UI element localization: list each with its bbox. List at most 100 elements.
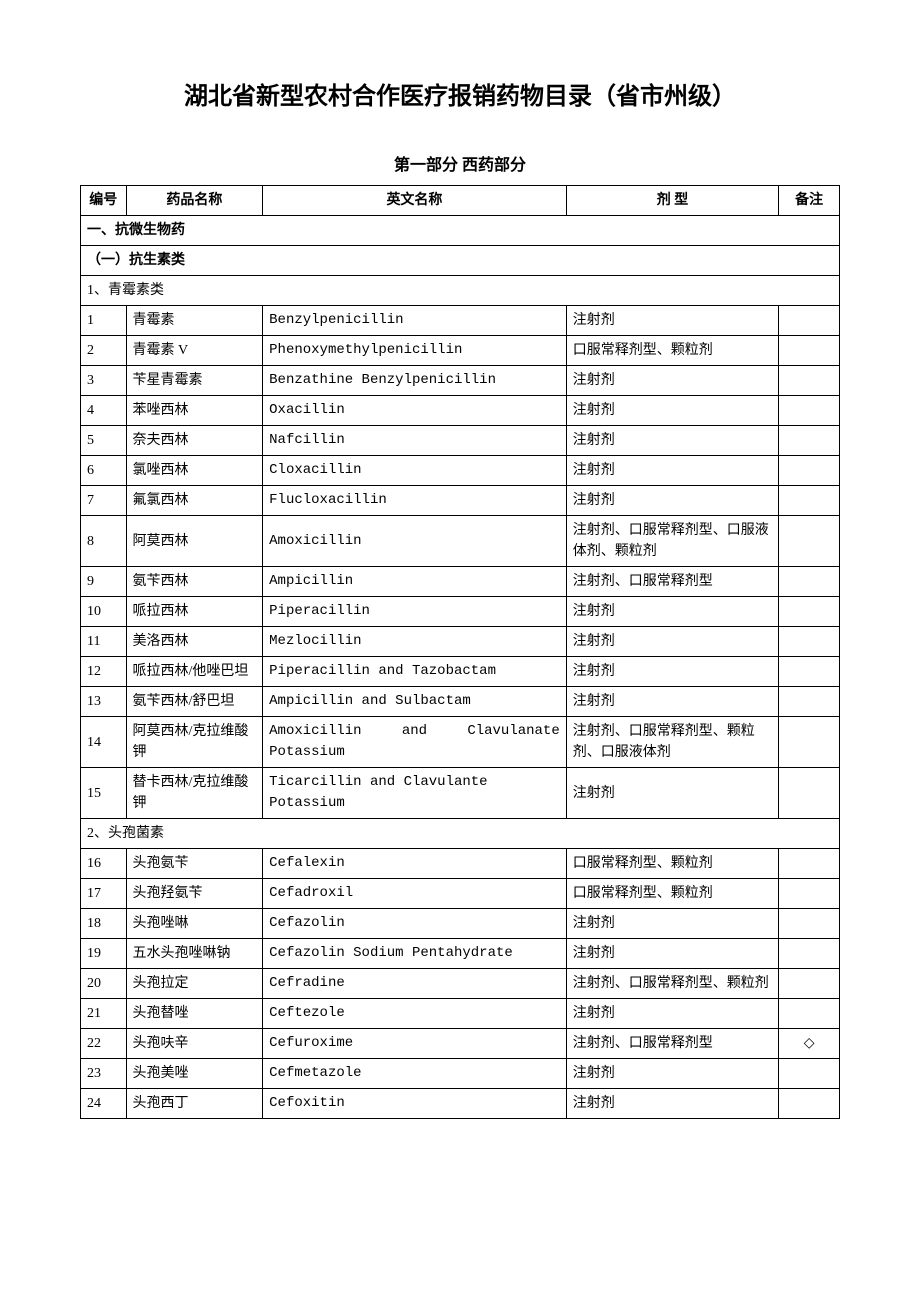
doc-title: 湖北省新型农村合作医疗报销药物目录（省市州级）: [80, 76, 840, 111]
cell-note: [779, 627, 840, 657]
cell-en: Ampicillin: [263, 567, 567, 597]
cell-note: [779, 486, 840, 516]
section-cell: （一）抗生素类: [81, 246, 840, 276]
cell-en: Mezlocillin: [263, 627, 567, 657]
cell-en: Cefazolin Sodium Pentahydrate: [263, 939, 567, 969]
cell-num: 20: [81, 969, 127, 999]
cell-en: Amoxicillin: [263, 516, 567, 567]
cell-form: 注射剂: [566, 999, 779, 1029]
cell-en: Benzylpenicillin: [263, 306, 567, 336]
cell-form: 注射剂: [566, 366, 779, 396]
cell-note: [779, 516, 840, 567]
header-num: 编号: [81, 186, 127, 216]
cell-note: [779, 969, 840, 999]
cell-note: [779, 597, 840, 627]
cell-en: Nafcillin: [263, 426, 567, 456]
table-row: 13氨苄西林/舒巴坦Ampicillin and Sulbactam注射剂: [81, 687, 840, 717]
cell-note: [779, 567, 840, 597]
cell-name: 头孢西丁: [126, 1089, 263, 1119]
cell-num: 5: [81, 426, 127, 456]
section-row: 一、抗微生物药: [81, 216, 840, 246]
cell-num: 7: [81, 486, 127, 516]
cell-name: 替卡西林/克拉维酸钾: [126, 768, 263, 819]
header-form: 剂 型: [566, 186, 779, 216]
cell-num: 18: [81, 909, 127, 939]
cell-form: 注射剂、口服常释剂型: [566, 1029, 779, 1059]
cell-name: 奈夫西林: [126, 426, 263, 456]
table-row: 11美洛西林Mezlocillin注射剂: [81, 627, 840, 657]
table-row: 22头孢呋辛Cefuroxime注射剂、口服常释剂型◇: [81, 1029, 840, 1059]
table-row: 21头孢替唑Ceftezole注射剂: [81, 999, 840, 1029]
cell-note: [779, 687, 840, 717]
cell-name: 头孢唑啉: [126, 909, 263, 939]
cell-note: [779, 939, 840, 969]
cell-form: 注射剂: [566, 768, 779, 819]
cell-form: 注射剂: [566, 909, 779, 939]
cell-num: 1: [81, 306, 127, 336]
cell-en: Cloxacillin: [263, 456, 567, 486]
section-cell: 1、青霉素类: [81, 276, 840, 306]
cell-en: Amoxicillin and Clavulanate Potassium: [263, 717, 567, 768]
cell-en: Piperacillin: [263, 597, 567, 627]
part-title: 第一部分 西药部分: [80, 151, 840, 175]
table-row: 20头孢拉定Cefradine注射剂、口服常释剂型、颗粒剂: [81, 969, 840, 999]
cell-note: [779, 717, 840, 768]
table-header-row: 编号 药品名称 英文名称 剂 型 备注: [81, 186, 840, 216]
cell-num: 15: [81, 768, 127, 819]
cell-num: 14: [81, 717, 127, 768]
cell-form: 注射剂: [566, 939, 779, 969]
cell-note: [779, 306, 840, 336]
cell-form: 注射剂: [566, 486, 779, 516]
cell-name: 哌拉西林/他唑巴坦: [126, 657, 263, 687]
table-row: 3苄星青霉素Benzathine Benzylpenicillin注射剂: [81, 366, 840, 396]
table-row: 18头孢唑啉Cefazolin注射剂: [81, 909, 840, 939]
cell-en: Ampicillin and Sulbactam: [263, 687, 567, 717]
cell-en: Oxacillin: [263, 396, 567, 426]
cell-form: 注射剂、口服常释剂型、口服液体剂、颗粒剂: [566, 516, 779, 567]
table-row: 8阿莫西林Amoxicillin注射剂、口服常释剂型、口服液体剂、颗粒剂: [81, 516, 840, 567]
cell-name: 苄星青霉素: [126, 366, 263, 396]
cell-num: 24: [81, 1089, 127, 1119]
cell-num: 21: [81, 999, 127, 1029]
cell-note: [779, 999, 840, 1029]
header-note: 备注: [779, 186, 840, 216]
cell-name: 头孢呋辛: [126, 1029, 263, 1059]
cell-note: [779, 336, 840, 366]
table-row: 14阿莫西林/克拉维酸钾Amoxicillin and Clavulanate …: [81, 717, 840, 768]
table-row: 24头孢西丁Cefoxitin注射剂: [81, 1089, 840, 1119]
table-row: 4苯唑西林Oxacillin注射剂: [81, 396, 840, 426]
cell-form: 注射剂: [566, 627, 779, 657]
section-cell: 2、头孢菌素: [81, 819, 840, 849]
cell-en: Cefmetazole: [263, 1059, 567, 1089]
cell-name: 哌拉西林: [126, 597, 263, 627]
cell-name: 五水头孢唑啉钠: [126, 939, 263, 969]
cell-form: 注射剂: [566, 1089, 779, 1119]
cell-name: 氟氯西林: [126, 486, 263, 516]
cell-num: 8: [81, 516, 127, 567]
cell-num: 4: [81, 396, 127, 426]
table-row: 1青霉素Benzylpenicillin注射剂: [81, 306, 840, 336]
cell-num: 17: [81, 879, 127, 909]
cell-note: ◇: [779, 1029, 840, 1059]
cell-en: Cefalexin: [263, 849, 567, 879]
cell-name: 氯唑西林: [126, 456, 263, 486]
cell-note: [779, 909, 840, 939]
table-row: 9氨苄西林Ampicillin注射剂、口服常释剂型: [81, 567, 840, 597]
cell-num: 6: [81, 456, 127, 486]
section-row: 2、头孢菌素: [81, 819, 840, 849]
table-row: 5奈夫西林Nafcillin注射剂: [81, 426, 840, 456]
cell-en: Phenoxymethylpenicillin: [263, 336, 567, 366]
cell-en: Benzathine Benzylpenicillin: [263, 366, 567, 396]
cell-form: 注射剂: [566, 456, 779, 486]
cell-note: [779, 426, 840, 456]
cell-note: [779, 879, 840, 909]
cell-num: 16: [81, 849, 127, 879]
cell-en: Ceftezole: [263, 999, 567, 1029]
cell-form: 注射剂、口服常释剂型、颗粒剂、口服液体剂: [566, 717, 779, 768]
cell-en: Flucloxacillin: [263, 486, 567, 516]
cell-form: 注射剂: [566, 426, 779, 456]
cell-form: 注射剂: [566, 396, 779, 426]
cell-form: 注射剂: [566, 687, 779, 717]
section-row: 1、青霉素类: [81, 276, 840, 306]
cell-note: [779, 768, 840, 819]
